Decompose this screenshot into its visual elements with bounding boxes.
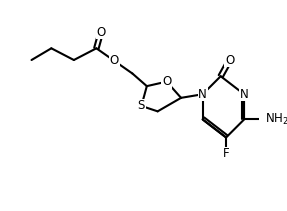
Text: N: N <box>198 88 207 101</box>
Text: F: F <box>223 147 229 160</box>
Text: S: S <box>138 99 145 112</box>
Text: O: O <box>225 54 234 66</box>
Text: O: O <box>162 75 171 88</box>
Text: O: O <box>96 26 106 39</box>
Text: O: O <box>110 54 119 67</box>
Text: NH$_2$: NH$_2$ <box>265 112 287 127</box>
Text: N: N <box>240 88 249 101</box>
